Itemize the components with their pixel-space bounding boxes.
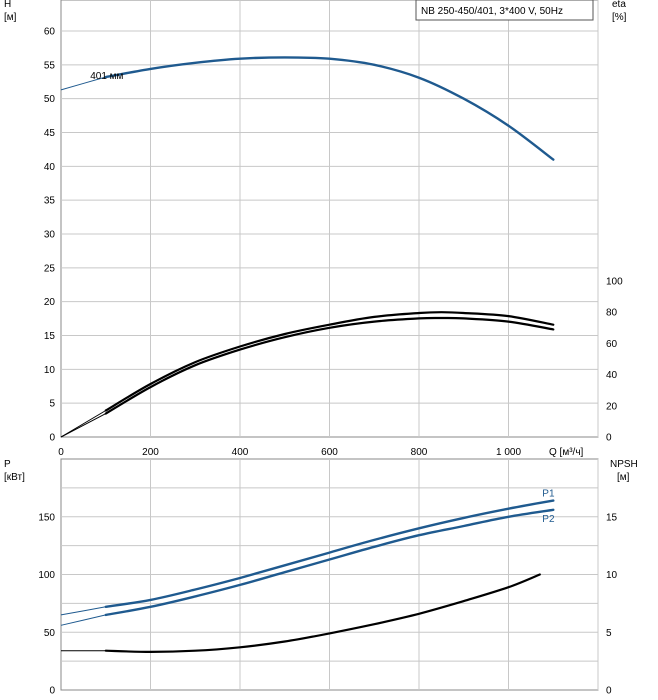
bottom-left-tick-label: 100 [38,570,55,581]
top-left-axis-label-line1: H [4,0,11,10]
top-left-tick-label: 35 [44,196,56,207]
bottom-right-axis-label-line1: NPSH [610,459,638,470]
bottom-right-axis-label-line2: [м] [617,472,630,483]
top-left-tick-label: 60 [44,27,56,38]
bottom-series-1-extension [60,614,106,626]
top-right-tick-label: 100 [606,277,623,288]
top-left-ticks: 0 5 10 15 20 25 30 35 40 45 50 55 60 [44,27,56,444]
bottom-left-tick-label: 50 [44,628,56,639]
x-tick-label: 400 [232,447,249,458]
top-right-tick-label: 60 [606,339,618,350]
top-left-tick-label: 25 [44,263,56,274]
top-left-tick-label: 30 [44,230,56,241]
bottom-left-tick-label: 0 [49,686,55,697]
bottom-plot-grid [60,458,599,691]
bottom-right-ticks: 0 5 10 15 [606,512,618,696]
legend-box [415,0,594,21]
series-label-p2: P2 [542,514,555,525]
top-left-tick-label: 0 [49,433,55,444]
bottom-left-tick-label: 150 [38,512,55,523]
curve-annotation-401mm: 401 мм [90,71,123,82]
bottom-series-0-extension [60,606,106,616]
bottom-left-axis-label-line1: P [4,459,11,470]
x-axis-label: Q [м³/ч] [549,447,584,458]
bottom-left-axis-label-line2: [кВт] [4,472,25,483]
bottom-series-0-line [104,499,555,608]
top-left-tick-label: 10 [44,365,56,376]
x-tick-label: 600 [321,447,338,458]
top-left-tick-label: 15 [44,331,56,342]
legend-box-text: NB 250-450/401, 3*400 V, 50Hz [421,6,563,17]
top-right-axis-label-line1: eta [612,0,626,10]
x-tick-label: 800 [411,447,428,458]
top-series-1-line [104,316,555,415]
bottom-right-tick-label: 10 [606,570,618,581]
bottom-right-tick-label: 0 [606,686,612,697]
x-tick-label: 0 [58,447,64,458]
top-series-0-line [104,56,555,161]
top-right-tick-label: 80 [606,308,618,319]
top-right-tick-label: 40 [606,370,618,381]
top-left-axis-label-line2: [м] [4,12,17,23]
top-right-tick-label: 0 [606,433,612,444]
x-tick-label: 1 000 [496,447,521,458]
top-right-ticks: 0 20 40 60 80 100 [606,277,623,444]
top-right-axis-label-line2: [%] [612,12,627,23]
top-plot-grid [60,0,599,438]
x-ticks: 0 200 400 600 800 1 000 [58,447,521,458]
top-series-2-line [104,311,555,412]
top-left-tick-label: 5 [49,399,55,410]
bottom-series-2-line [104,573,541,654]
series-label-p1: P1 [542,489,555,500]
top-series-0-extension [60,76,106,91]
bottom-right-tick-label: 5 [606,628,612,639]
bottom-series [60,499,555,654]
top-right-tick-label: 20 [606,401,618,412]
x-tick-label: 200 [142,447,159,458]
top-left-tick-label: 45 [44,128,56,139]
top-left-tick-label: 20 [44,297,56,308]
top-left-tick-label: 50 [44,94,56,105]
bottom-left-ticks: 0 50 100 150 [38,512,55,696]
top-left-tick-label: 55 [44,60,56,71]
bottom-series-1-line [104,508,555,617]
bottom-right-tick-label: 15 [606,512,618,523]
top-left-tick-label: 40 [44,162,56,173]
top-series-2-extension [60,410,107,438]
top-series [60,56,555,438]
